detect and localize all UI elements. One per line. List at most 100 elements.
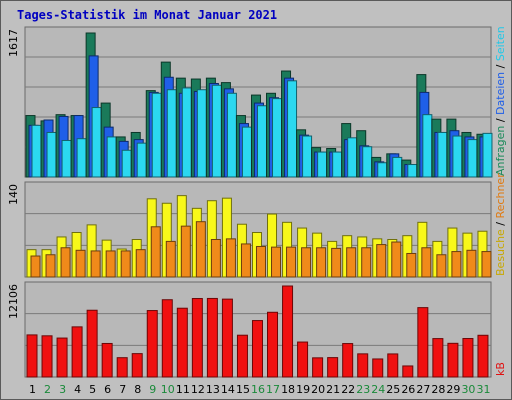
bar-kb-day-29	[447, 342, 459, 378]
x-tick-label: 1	[29, 383, 36, 396]
bar-kb-day-18	[282, 285, 294, 378]
legend-segment: Anfragen	[494, 126, 507, 176]
bar-rechner-day-3	[60, 247, 71, 278]
x-tick-label: 15	[236, 383, 250, 396]
x-tick-label: 31	[476, 383, 490, 396]
bar-rechner-day-17	[271, 246, 282, 278]
x-tick-label: 28	[431, 383, 445, 396]
bar-rechner-day-9	[150, 226, 161, 278]
x-tick-label: 26	[401, 383, 415, 396]
bar-rechner-day-30	[466, 249, 477, 278]
bar-rechner-day-8	[135, 249, 146, 278]
bar-rechner-day-25	[391, 241, 402, 278]
bar-seiten-day-30	[467, 139, 478, 178]
bar-rechner-day-29	[451, 251, 462, 278]
x-tick-label: 3	[59, 383, 66, 396]
legend-segment: /	[494, 61, 507, 72]
legend-label: Besuche / Rechner	[494, 173, 507, 276]
x-tick-label: 6	[104, 383, 111, 396]
bar-seiten-day-9	[151, 92, 162, 178]
x-tick-label: 27	[416, 383, 430, 396]
legend-segment: Rechner	[494, 173, 507, 219]
bar-rechner-day-11	[180, 225, 191, 278]
bar-kb-day-11	[176, 307, 188, 378]
bar-seiten-day-25	[392, 156, 403, 178]
bar-seiten-day-1	[31, 124, 42, 178]
page-title: Tages-Statistik im Monat Januar 2021	[17, 8, 278, 22]
bar-seiten-day-26	[407, 164, 418, 178]
y-max-label: 1617	[7, 29, 20, 57]
legend-segment: Seiten	[494, 26, 507, 61]
bar-rechner-day-5	[90, 250, 101, 278]
legend-segment: /	[494, 218, 507, 229]
bar-kb-day-13	[206, 297, 218, 378]
bar-rechner-day-27	[421, 247, 432, 278]
bar-seiten-day-15	[241, 126, 252, 178]
x-tick-label: 11	[176, 383, 190, 396]
bar-seiten-day-23	[362, 146, 373, 178]
bar-kb-day-17	[267, 311, 279, 378]
bar-kb-day-31	[477, 334, 489, 378]
bar-seiten-day-18	[287, 80, 298, 178]
bar-rechner-day-13	[210, 238, 221, 278]
y-max-label: 140	[7, 184, 20, 205]
x-tick-label: 8	[134, 383, 141, 396]
bar-seiten-day-6	[106, 136, 117, 178]
bar-kb-day-12	[191, 298, 203, 378]
bar-kb-day-2	[41, 335, 53, 378]
x-tick-label: 16	[251, 383, 265, 396]
bar-rechner-day-2	[45, 254, 56, 278]
x-tick-label: 7	[119, 383, 126, 396]
bar-seiten-day-20	[317, 151, 328, 178]
bar-seiten-day-24	[377, 162, 388, 178]
bar-seiten-day-19	[302, 135, 313, 178]
bar-kb-day-14	[221, 298, 233, 378]
bar-seiten-day-8	[136, 142, 147, 178]
bar-seiten-day-5	[91, 107, 102, 178]
bar-kb-day-28	[432, 338, 444, 378]
bar-rechner-day-24	[376, 244, 387, 278]
bar-seiten-day-14	[226, 92, 237, 178]
bar-rechner-day-12	[195, 221, 206, 278]
bar-rechner-day-14	[225, 238, 236, 278]
bar-rechner-day-6	[105, 250, 116, 278]
bar-seiten-day-27	[422, 114, 433, 178]
bar-kb-day-20	[312, 357, 324, 378]
x-tick-label: 30	[461, 383, 475, 396]
x-tick-label: 4	[74, 383, 81, 396]
bar-rechner-day-16	[255, 245, 266, 278]
bar-rechner-day-31	[481, 251, 492, 278]
bar-rechner-day-18	[286, 246, 297, 278]
bar-seiten-day-4	[76, 138, 87, 178]
bar-kb-day-19	[297, 341, 309, 378]
bar-kb-day-10	[161, 299, 173, 378]
bar-rechner-day-15	[240, 243, 251, 278]
bar-kb-day-23	[357, 353, 369, 378]
x-tick-label: 12	[191, 383, 205, 396]
bar-seiten-day-7	[121, 149, 132, 178]
x-tick-label: 23	[356, 383, 370, 396]
x-tick-label: 9	[149, 383, 156, 396]
x-tick-label: 18	[281, 383, 295, 396]
bar-kb-day-5	[86, 309, 98, 378]
legend-label: kB	[494, 362, 507, 376]
bar-seiten-day-12	[196, 89, 207, 178]
bar-kb-day-24	[372, 358, 384, 378]
x-tick-label: 17	[266, 383, 280, 396]
x-tick-label: 21	[326, 383, 340, 396]
x-tick-label: 20	[311, 383, 325, 396]
bar-kb-day-25	[387, 353, 399, 378]
bar-kb-day-30	[462, 338, 474, 378]
bar-kb-day-3	[56, 337, 68, 378]
bar-kb-day-16	[251, 320, 263, 378]
bar-seiten-day-10	[166, 89, 177, 178]
bar-seiten-day-2	[46, 131, 57, 178]
bar-rechner-day-28	[436, 254, 447, 278]
bar-kb-day-26	[402, 365, 414, 378]
bar-seiten-day-13	[211, 84, 222, 178]
bar-seiten-day-29	[452, 135, 463, 178]
bar-rechner-day-19	[301, 247, 312, 278]
bar-seiten-day-16	[256, 105, 267, 178]
bar-rechner-day-21	[331, 247, 342, 278]
